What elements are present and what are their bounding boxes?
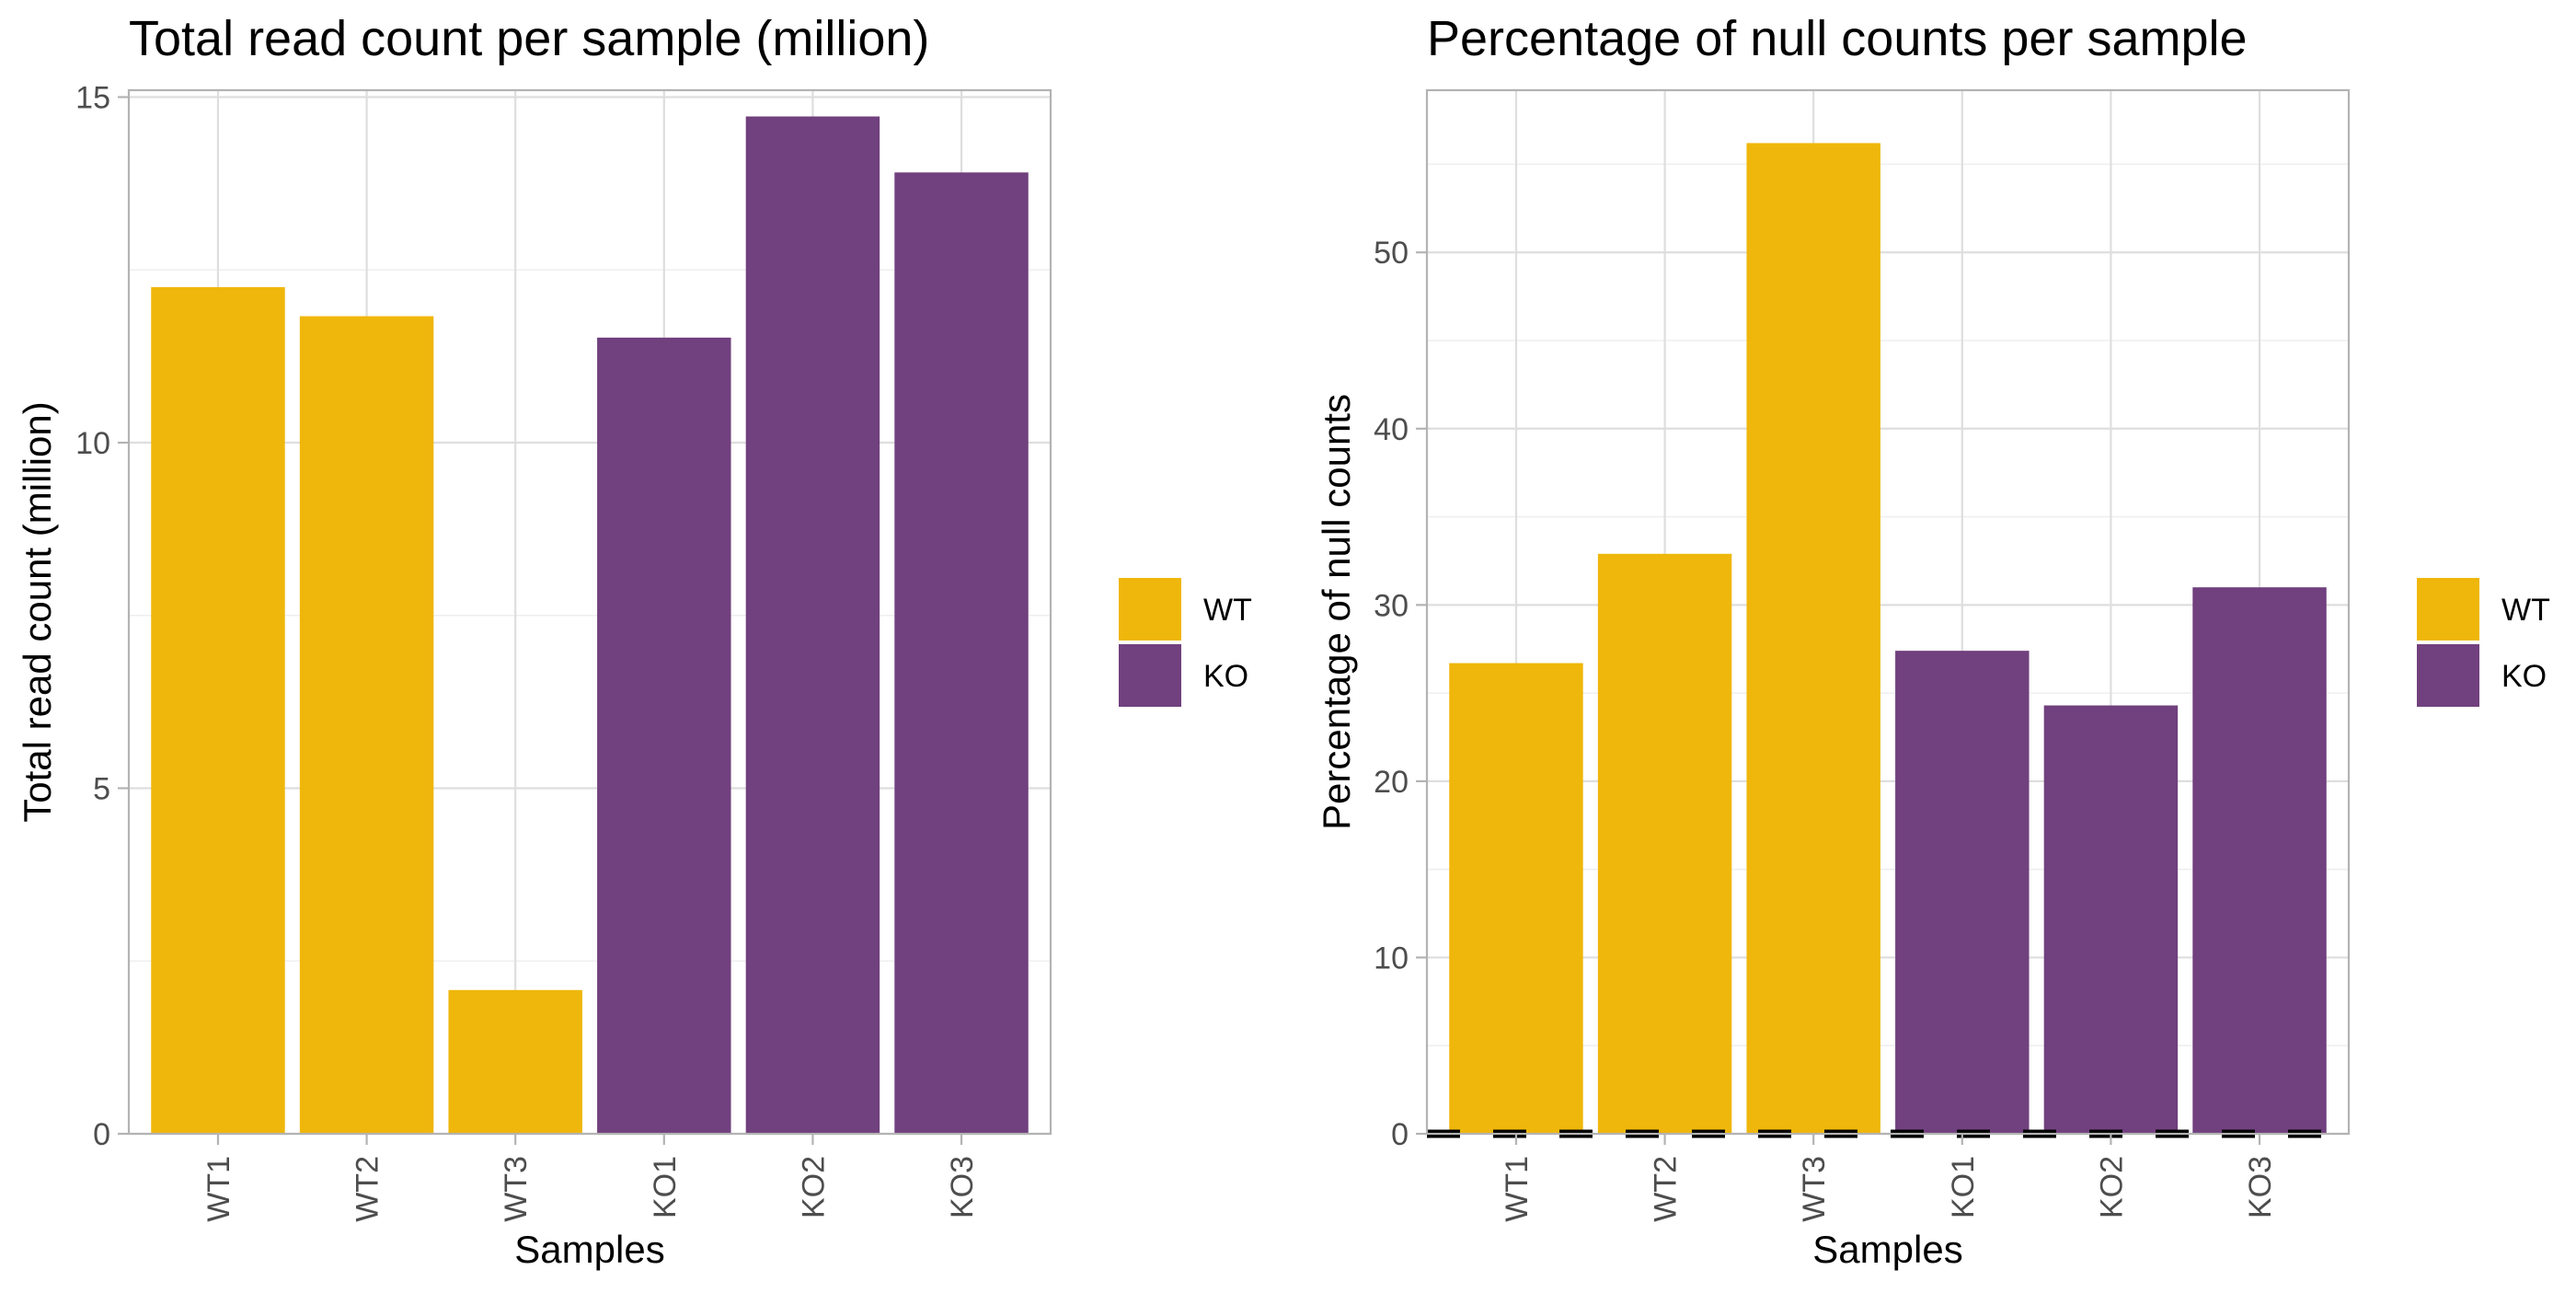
- chart2-panel-border: [1425, 88, 2351, 1136]
- chart2-bar-wt1: [1449, 663, 1583, 1134]
- chart1-bar-ko3: [894, 172, 1029, 1135]
- chart1-y-tick-label: 15: [75, 81, 110, 116]
- chart1-bar-ko1: [597, 337, 731, 1135]
- chart1-bar-wt2: [299, 316, 434, 1134]
- chart1-y-axis-title: Total read count (million): [16, 401, 59, 823]
- chart2-legend-key-wt: [2417, 578, 2479, 641]
- chart2-y-tick-label: 30: [1374, 588, 1409, 623]
- chart2-x-tick-label-wt2: WT2: [1649, 1156, 1684, 1222]
- chart1-x-tick-label-ko2: KO2: [796, 1156, 831, 1218]
- chart2-x-tick-label-ko2: KO2: [2094, 1156, 2129, 1218]
- chart1-legend-key-wt: [1119, 578, 1181, 641]
- chart1-y-tick-label: 0: [93, 1117, 110, 1152]
- chart2-title: Percentage of null counts per sample: [1427, 11, 2248, 66]
- chart2-bar-ko1: [1895, 651, 2030, 1134]
- chart2-y-axis-title: Percentage of null counts: [1315, 394, 1358, 830]
- chart1-x-tick-label-wt3: WT3: [499, 1156, 534, 1222]
- chart2-x-tick-label-wt3: WT3: [1797, 1156, 1832, 1222]
- chart1-legend-label-ko: KO: [1203, 659, 1248, 694]
- chart2-legend-label-wt: WT: [2501, 593, 2550, 628]
- chart2-x-axis-title: Samples: [1812, 1228, 1962, 1271]
- chart2-y-tick-label: 50: [1374, 236, 1409, 271]
- chart2-legend-label-ko: KO: [2501, 659, 2547, 694]
- chart1-bar-wt1: [151, 287, 285, 1135]
- chart1-x-tick-label-wt1: WT1: [201, 1156, 236, 1222]
- chart1-x-tick-label-ko3: KO3: [945, 1156, 980, 1218]
- chart2-y-tick-label: 40: [1374, 412, 1409, 447]
- chart1-y-tick-label: 10: [75, 426, 110, 461]
- chart2-y-tick-label: 10: [1374, 941, 1409, 976]
- chart1-legend-label-wt: WT: [1203, 593, 1252, 628]
- chart1-title: Total read count per sample (million): [129, 11, 929, 66]
- chart2-bar-wt3: [1746, 143, 1880, 1135]
- chart2-legend-key-ko: [2417, 644, 2479, 707]
- chart1-x-tick-label-wt2: WT2: [351, 1156, 385, 1222]
- chart2-bar-ko2: [2043, 705, 2179, 1134]
- chart2-x-tick-label-ko1: KO1: [1946, 1156, 1981, 1218]
- chart1-bar-wt3: [448, 989, 582, 1134]
- chart2-y-tick-label: 20: [1374, 765, 1409, 800]
- chart1-x-axis-title: Samples: [514, 1228, 664, 1271]
- chart1-x-tick-label-ko1: KO1: [648, 1156, 683, 1218]
- chart1-panel-border: [127, 88, 1052, 1136]
- chart2-x-tick-label-wt1: WT1: [1500, 1156, 1535, 1222]
- chart2-x-tick-label-ko3: KO3: [2243, 1156, 2278, 1218]
- chart2-bar-wt2: [1597, 553, 1732, 1134]
- chart2-y-tick-label: 0: [1391, 1117, 1409, 1152]
- chart1-bar-ko2: [745, 116, 880, 1135]
- chart1-y-tick-label: 5: [93, 772, 110, 807]
- chart1-legend-key-ko: [1119, 644, 1181, 707]
- chart2-bar-ko3: [2192, 587, 2327, 1134]
